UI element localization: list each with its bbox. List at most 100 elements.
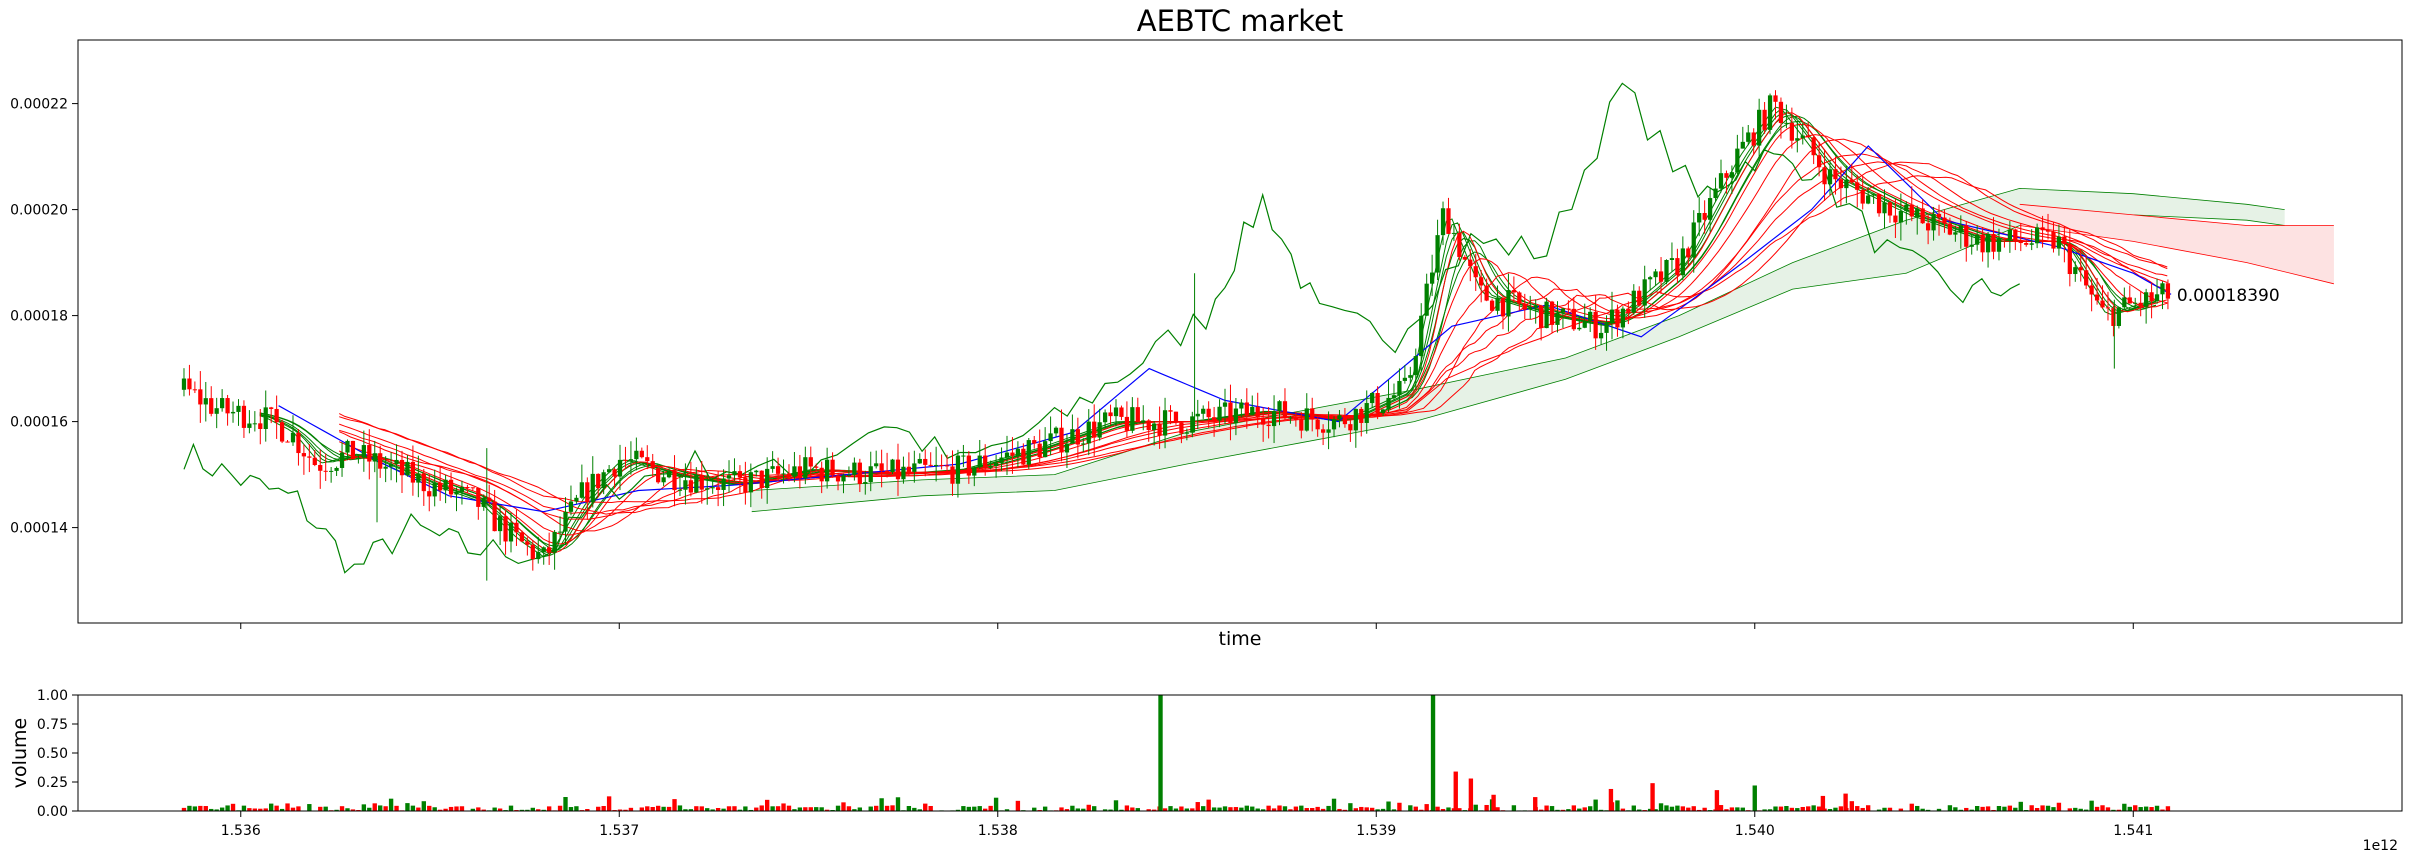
candle-body <box>481 497 486 507</box>
volume-panel: 0.000.250.500.751.00 1.536 1.537 1.538 1.53… <box>9 688 2403 854</box>
volume-bar <box>1767 809 1773 811</box>
volume-bar <box>1964 807 1969 811</box>
candle-body <box>726 475 732 479</box>
candle-body <box>1577 327 1582 330</box>
candle-body <box>1408 375 1413 378</box>
candle-body <box>1086 421 1091 444</box>
candle-body <box>1119 407 1124 417</box>
volume-bar <box>252 808 258 811</box>
candle-body <box>1980 234 1985 253</box>
candle-body <box>2105 307 2111 309</box>
volume-bar <box>1718 805 1724 811</box>
volume-bar <box>1369 807 1375 811</box>
candle-body <box>1735 148 1740 173</box>
candle-body <box>187 378 192 390</box>
candle-body <box>307 456 312 458</box>
candle-body <box>2127 297 2132 304</box>
candle-body <box>1773 95 1778 102</box>
volume-y-tick-label: 1.00 <box>37 688 68 704</box>
volume-bar <box>1059 807 1064 811</box>
volume-bar <box>1827 809 1833 811</box>
volume-bar <box>1680 806 1686 811</box>
volume-bar-spike <box>1843 793 1848 811</box>
candle-body <box>1598 332 1604 339</box>
volume-bar <box>737 809 743 811</box>
candle-body <box>721 478 726 490</box>
candle-body <box>1342 415 1348 425</box>
candle-body <box>269 407 274 409</box>
candle-body <box>230 411 236 414</box>
volume-bar <box>1953 807 1958 811</box>
candle-body <box>1713 188 1718 199</box>
candle-body <box>961 455 966 457</box>
volume-bar <box>1375 809 1380 811</box>
candle-body <box>737 471 743 478</box>
candle-body <box>296 432 301 454</box>
volume-bar <box>470 808 476 811</box>
candle-body <box>803 457 808 479</box>
volume-bar <box>906 806 912 811</box>
volume-bar <box>1669 806 1675 811</box>
volume-bar <box>454 806 459 811</box>
volume-bar <box>2067 808 2073 811</box>
volume-bar <box>1789 807 1795 811</box>
candle-body <box>323 470 328 472</box>
volume-bar <box>1925 809 1931 811</box>
candle-body <box>1359 408 1364 423</box>
volume-bar <box>928 805 933 811</box>
candle-body <box>1626 308 1631 313</box>
volume-bar <box>770 806 775 811</box>
candle-body <box>1740 141 1745 149</box>
candle-body <box>694 475 699 493</box>
candle-body <box>530 544 535 560</box>
candle-body <box>1533 305 1538 308</box>
last-price-label: 0.00018390 <box>2177 286 2280 306</box>
candle-body <box>1211 417 1217 421</box>
candle-body <box>754 470 759 473</box>
candle-body <box>312 457 317 466</box>
volume-bar <box>1320 808 1326 811</box>
candle-body <box>1201 408 1206 414</box>
candle-body <box>1500 298 1506 317</box>
volume-bar <box>1800 806 1805 811</box>
volume-bar <box>1729 807 1735 811</box>
candle-body <box>1778 101 1784 124</box>
candle-body <box>279 422 285 442</box>
volume-bar <box>1985 806 1991 811</box>
candle-body <box>1637 290 1642 306</box>
volume-x-axis: 1.536 1.537 1.538 1.539 1.540 1.541 <box>221 811 2153 839</box>
candle-body <box>225 398 230 414</box>
candle-body <box>623 459 628 461</box>
volume-bar <box>2051 807 2056 811</box>
volume-bar <box>247 808 252 811</box>
x-axis-label: time <box>1219 628 1262 650</box>
volume-bar <box>628 807 634 811</box>
candle-body <box>1113 407 1119 417</box>
volume-bar <box>1304 808 1309 811</box>
candle-body <box>1282 401 1288 419</box>
volume-bar <box>1806 806 1811 811</box>
volume-bar <box>1544 805 1549 811</box>
volume-bar <box>394 805 399 811</box>
volume-bar <box>258 808 263 811</box>
candle-body <box>650 461 655 469</box>
candle-body <box>601 472 606 489</box>
candle-body <box>2034 227 2040 244</box>
candle-body <box>895 459 901 480</box>
volume-bar <box>966 806 972 811</box>
candle-body <box>1691 222 1696 258</box>
volume-bar <box>1331 798 1337 811</box>
candle-body <box>263 407 268 429</box>
candle-body <box>1838 179 1844 189</box>
volume-plot-background <box>78 695 2402 811</box>
candle-body <box>2013 229 2018 242</box>
volume-bar-spike <box>1752 785 1757 811</box>
candle-body <box>2040 227 2045 231</box>
volume-bar <box>318 806 323 811</box>
volume-bar <box>230 803 236 811</box>
volume-bar <box>1620 808 1626 811</box>
volume-bar <box>890 805 895 811</box>
candle-body <box>525 541 530 545</box>
candle-body <box>1544 301 1549 329</box>
